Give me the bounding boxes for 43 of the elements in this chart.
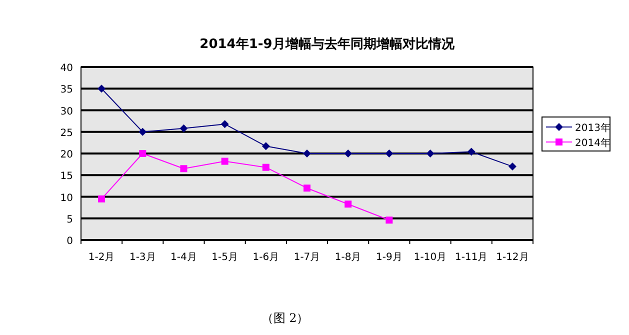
point <box>98 195 106 202</box>
text: （图 2） <box>261 311 309 325</box>
x-tick-label: 1-6月 <box>252 252 280 263</box>
y-tick-label: 25 <box>60 128 73 139</box>
legend-label: 2013年 <box>575 122 610 134</box>
point <box>138 128 147 136</box>
x-tick-label: 1-5月 <box>212 252 238 263</box>
y-tick-label: 10 <box>60 192 73 204</box>
x-tick-label: 1-3月 <box>129 252 156 263</box>
point <box>467 148 476 156</box>
point <box>220 120 229 128</box>
legend-label: 2014年 <box>575 137 610 149</box>
point <box>386 216 393 224</box>
x-tick-label: 1-8月 <box>334 252 362 263</box>
x-tick-label: 1-7月 <box>294 252 320 263</box>
y-tick-label: 15 <box>60 171 73 182</box>
x-tick-label: 1-2月 <box>88 252 115 263</box>
x-tick-label: 1-4月 <box>170 252 197 263</box>
y-tick-label: 40 <box>60 63 73 74</box>
x-tick-label: 1-11月 <box>455 252 488 263</box>
point <box>139 150 146 157</box>
point <box>344 200 352 208</box>
x-tick-label: 1-9月 <box>376 252 402 263</box>
point <box>180 165 188 172</box>
point <box>508 162 516 170</box>
point <box>262 164 270 171</box>
y-tick-label: 5 <box>66 214 73 226</box>
x-tick-label: 1-10月 <box>414 252 447 263</box>
point <box>304 184 310 192</box>
point <box>426 150 434 158</box>
point <box>180 124 188 132</box>
y-tick-label: 35 <box>60 84 73 96</box>
point <box>221 158 228 165</box>
chart-title: 2014年1-9月增幅与去年同期增幅对比情况 <box>200 37 456 52</box>
point <box>98 84 106 93</box>
point <box>385 150 394 158</box>
x-tick-label: 1-12月 <box>496 252 529 263</box>
y-tick-label: 30 <box>60 106 73 118</box>
y-tick-label: 20 <box>60 150 73 160</box>
point <box>344 150 352 158</box>
point <box>262 142 270 150</box>
y-tick-label: 0 <box>66 236 73 247</box>
point <box>303 150 311 158</box>
